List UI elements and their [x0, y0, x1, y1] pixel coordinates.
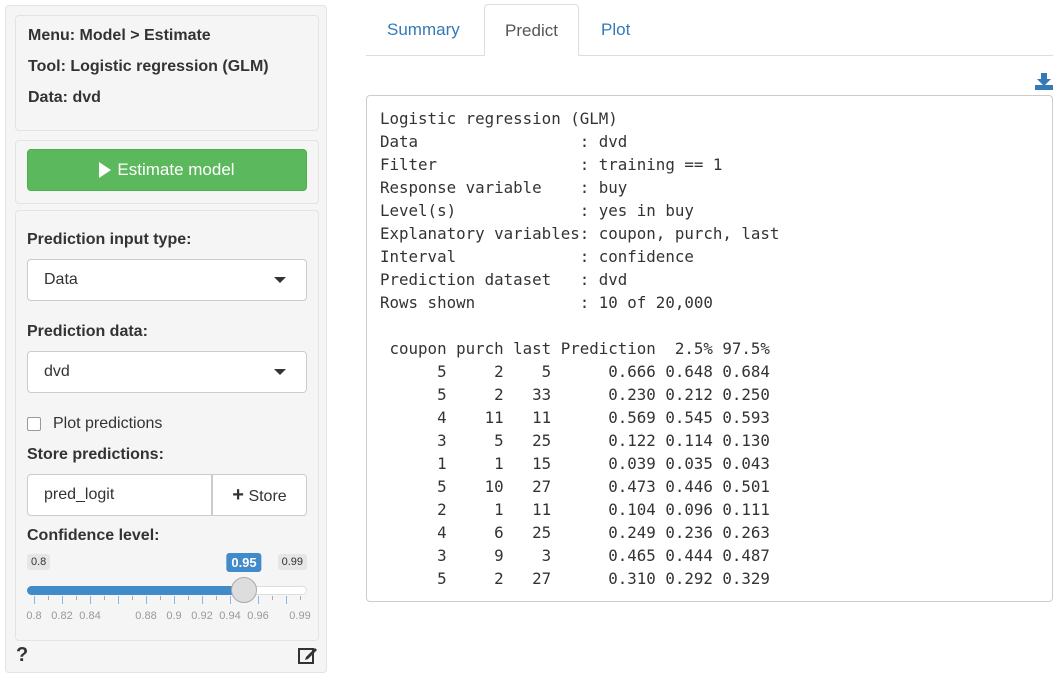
output-line: Rows shown : 10 of 20,000: [380, 293, 713, 312]
slider-tick: [62, 596, 63, 604]
store-button[interactable]: + Store: [212, 474, 307, 516]
table-row: 3 5 25 0.122 0.114 0.130: [380, 431, 770, 450]
confidence-slider[interactable]: 0.8 0.99 0.95 0.8 0.82 0.84 0.88 0.9 0.92 0.94…: [26, 551, 311, 622]
pred-input-label: Prediction input type:: [27, 231, 192, 248]
slider-tick-label: 0.96: [247, 610, 269, 622]
confidence-label: Confidence level:: [27, 527, 160, 544]
slider-tick-label: 0.94: [219, 610, 241, 622]
slider-tick: [216, 596, 217, 600]
slider-tick-label: 0.84: [79, 610, 101, 622]
slider-tick: [230, 596, 231, 604]
table-row: 1 1 15 0.039 0.035 0.043: [380, 454, 770, 473]
slider-min: 0.8: [27, 554, 51, 570]
prediction-output: Logistic regression (GLM) Data : dvd Filte…: [366, 95, 1053, 602]
slider-tick-label: 0.92: [191, 610, 213, 622]
slider-tick: [146, 596, 147, 604]
slider-tick: [286, 596, 287, 604]
plot-predictions-label: Plot predictions: [53, 415, 163, 432]
slider-tick: [34, 596, 35, 604]
tool-name: Tool: Logistic regression (GLM): [28, 58, 269, 75]
output-line: Filter : training == 1: [380, 155, 723, 174]
plot-predictions-row: Plot predictions: [27, 415, 162, 433]
store-name-value: pred_logit: [44, 486, 115, 503]
slider-tick-label: 0.82: [51, 610, 73, 622]
table-row: 3 9 3 0.465 0.444 0.487: [380, 546, 770, 565]
caret-down-icon: [274, 369, 286, 375]
estimate-panel: Estimate model: [15, 140, 319, 204]
output-line: Logistic regression (GLM): [380, 109, 618, 128]
slider-tick: [174, 596, 175, 604]
slider-tick: [76, 596, 77, 600]
table-row: 2 1 11 0.104 0.096 0.111: [380, 500, 770, 519]
table-row: 5 2 27 0.310 0.292 0.329: [380, 569, 770, 588]
table-header: coupon purch last Prediction 2.5% 97.5%: [380, 339, 770, 358]
output-line: Explanatory variables: coupon, purch, la…: [380, 224, 780, 243]
slider-tick-label: 0.8: [26, 610, 42, 622]
slider-tick: [118, 596, 119, 604]
table-row: 4 6 25 0.249 0.236 0.263: [380, 523, 770, 542]
estimate-model-button[interactable]: Estimate model: [27, 149, 307, 191]
table-row: 5 2 33 0.230 0.212 0.250: [380, 385, 770, 404]
caret-down-icon: [274, 277, 286, 283]
table-row: 5 2 5 0.666 0.648 0.684: [380, 362, 770, 381]
output-line: Response variable : buy: [380, 178, 628, 197]
table-row: 5 10 27 0.473 0.446 0.501: [380, 477, 770, 496]
slider-tick: [48, 596, 49, 600]
slider-tick: [272, 596, 273, 600]
slider-tick: [132, 596, 133, 600]
slider-max: 0.99: [277, 554, 307, 570]
tab-summary[interactable]: Summary: [387, 20, 460, 39]
slider-tick: [104, 596, 105, 600]
blank-line: [380, 314, 1039, 337]
question-icon[interactable]: ?: [16, 644, 29, 666]
output-line: Data : dvd: [380, 132, 628, 151]
plus-icon: +: [232, 484, 244, 506]
menu-path: Menu: Model > Estimate: [28, 27, 211, 44]
plot-predictions-checkbox[interactable]: [27, 417, 41, 431]
slider-tick-label: 0.88: [135, 610, 157, 622]
store-button-label: Store: [248, 488, 287, 505]
store-label: Store predictions:: [27, 446, 164, 463]
output-line: Interval : confidence: [380, 247, 694, 266]
slider-value: 0.95: [226, 553, 262, 572]
pred-input-select[interactable]: Data: [27, 259, 307, 301]
tab-predict[interactable]: Predict: [484, 4, 579, 56]
prediction-panel: Prediction input type: Data Prediction d…: [15, 210, 319, 641]
table-row: 4 11 11 0.569 0.545 0.593: [380, 408, 770, 427]
edit-icon[interactable]: [298, 646, 318, 669]
store-name-input[interactable]: pred_logit: [27, 474, 212, 516]
download-icon[interactable]: [1035, 72, 1053, 95]
sidebar: Menu: Model > Estimate Tool: Logistic re…: [5, 5, 327, 673]
slider-tick: [258, 596, 259, 604]
data-name: Data: dvd: [28, 89, 101, 106]
pred-data-label: Prediction data:: [27, 323, 148, 340]
play-icon: [99, 162, 112, 178]
slider-handle[interactable]: [231, 577, 257, 603]
estimate-label: Estimate model: [117, 160, 235, 179]
pred-data-value: dvd: [44, 363, 70, 380]
pred-input-value: Data: [44, 271, 78, 288]
tab-plot[interactable]: Plot: [601, 20, 631, 39]
slider-tick: [300, 596, 301, 600]
tab-bar: Summary Predict Plot: [366, 4, 1053, 56]
output-line: Level(s) : yes in buy: [380, 201, 694, 220]
output-line: Prediction dataset : dvd: [380, 270, 628, 289]
pred-data-select[interactable]: dvd: [27, 351, 307, 393]
info-panel: Menu: Model > Estimate Tool: Logistic re…: [15, 15, 319, 131]
slider-tick: [202, 596, 203, 604]
slider-tick: [188, 596, 189, 600]
slider-tick: [160, 596, 161, 600]
slider-tick: [90, 596, 91, 604]
slider-tick-label: 0.9: [166, 610, 182, 622]
slider-tick-label: 0.99: [289, 610, 311, 622]
slider-fill: [27, 586, 244, 595]
